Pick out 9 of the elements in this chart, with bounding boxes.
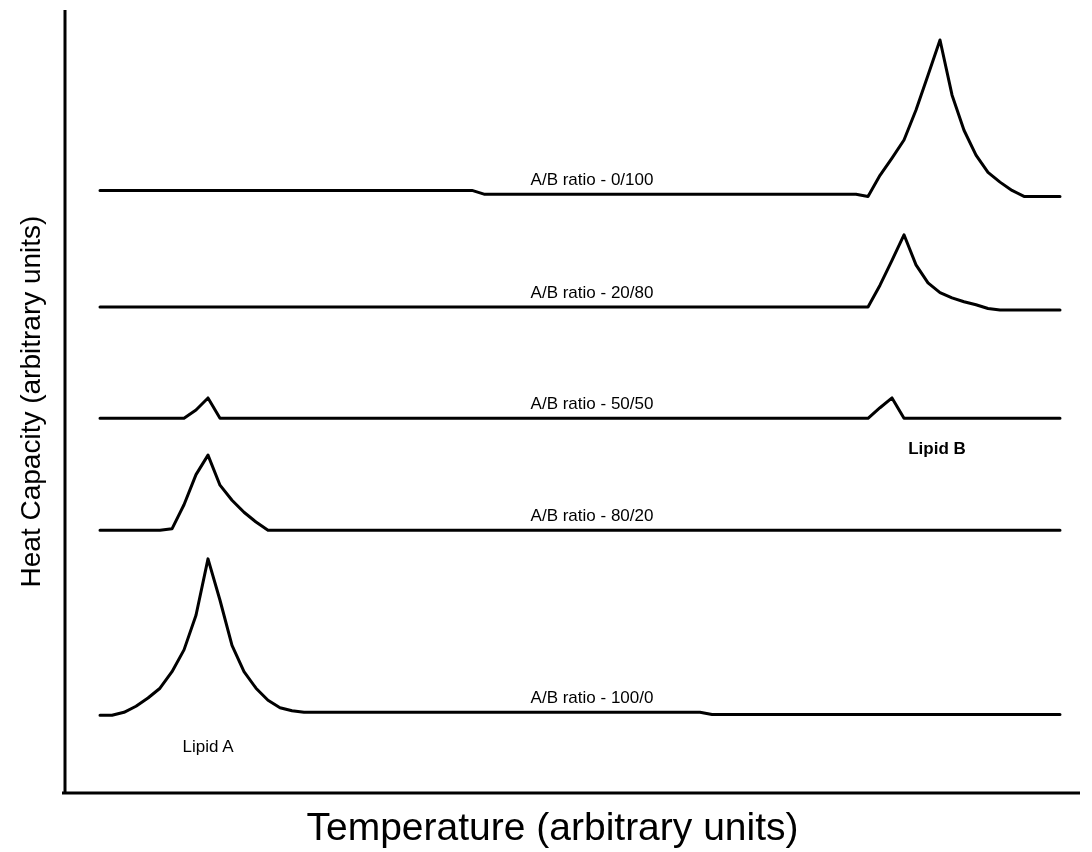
series-label: A/B ratio - 20/80: [530, 282, 654, 302]
annotation: Lipid B: [908, 438, 966, 458]
annotation: Lipid A: [182, 737, 235, 756]
series-label: A/B ratio - 0/100: [530, 170, 654, 190]
y-axis-title: Heat Capacity (arbitrary units): [15, 215, 46, 588]
series-label: A/B ratio - 50/50: [530, 394, 654, 414]
series-label: A/B ratio - 100/0: [530, 688, 654, 708]
x-axis-title: Temperature (arbitrary units): [306, 805, 799, 848]
series-label: A/B ratio - 80/20: [530, 506, 654, 526]
